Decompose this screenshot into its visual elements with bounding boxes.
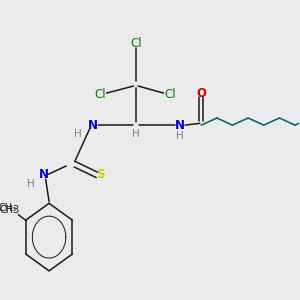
Text: H: H	[74, 129, 81, 139]
Text: N: N	[88, 118, 98, 132]
Text: Cl: Cl	[164, 88, 176, 101]
Text: CH3: CH3	[0, 205, 20, 214]
Text: Cl: Cl	[130, 37, 142, 50]
Text: H: H	[132, 129, 140, 139]
Text: O: O	[196, 87, 206, 100]
Text: N: N	[38, 168, 48, 182]
Text: Cl: Cl	[94, 88, 106, 101]
Text: H: H	[27, 179, 34, 189]
Text: N: N	[175, 118, 185, 132]
Text: CH₃: CH₃	[0, 203, 17, 213]
Text: S: S	[96, 168, 104, 182]
Text: H: H	[176, 131, 184, 141]
